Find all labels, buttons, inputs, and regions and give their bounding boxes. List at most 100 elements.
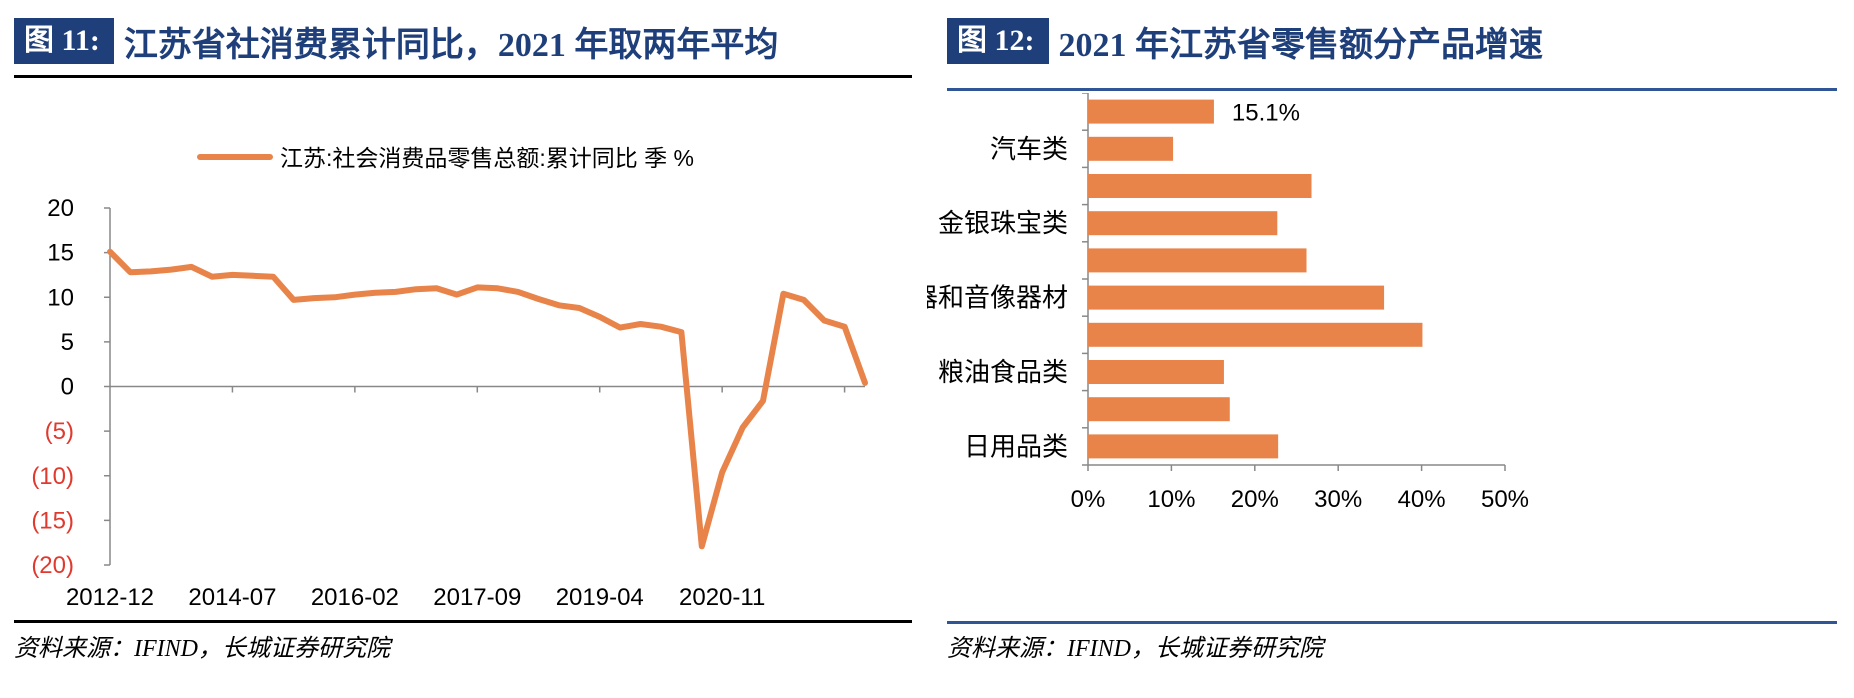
bar [1088, 99, 1214, 124]
bar [1088, 174, 1312, 198]
line-axes [109, 208, 865, 565]
left-top-rule [14, 75, 912, 78]
line-chart: 江苏:社会消费品零售总额:累计同比 季 % 20 15 10 5 0 (5) (10) (15… [31, 145, 868, 611]
bar-data-label: 15.1% [1232, 100, 1300, 127]
x-tick-label: 2016-02 [311, 584, 399, 611]
y-tick-label: 10 [47, 284, 74, 311]
data-point [742, 427, 744, 429]
left-bottom-rule [14, 620, 912, 623]
left-figure-title: 江苏省社消费累计同比，2021 年取两年平均 [123, 26, 779, 64]
x-tick-label: 2014-07 [188, 584, 276, 611]
right-source-note: 资料来源：IFIND，长城证券研究院 [947, 636, 1323, 662]
y-tick-label: 15 [47, 240, 74, 267]
x-tick-label: 10% [1147, 486, 1195, 513]
data-point [538, 298, 540, 300]
bar [1088, 248, 1307, 273]
data-point [231, 274, 233, 276]
bar [1088, 434, 1279, 459]
left-figure-badge: 图 11: [14, 18, 114, 64]
left-figure: 图 11: 江苏省社消费累计同比，2021 年取两年平均 江苏:社会消费品零售总… [14, 18, 912, 662]
x-tick-label: 2019-04 [556, 584, 644, 611]
line-x-ticks: 2012-12 2014-07 2016-02 2017-09 2019-04 2020-… [66, 386, 846, 611]
y-tick-label: 0 [61, 374, 74, 401]
data-point [619, 327, 621, 329]
right-top-rule [947, 88, 1837, 91]
y-tick-label: 20 [47, 195, 74, 222]
data-point [476, 286, 478, 288]
data-point [150, 270, 152, 272]
category-label: 金银珠宝类 [938, 208, 1068, 238]
data-point [660, 326, 662, 328]
data-point [109, 251, 111, 253]
y-tick-label: 5 [61, 329, 74, 356]
bar-chart: 0% 10% 20% 30% 40% 50% 汽车类金银珠宝类智能家用电器和音像器材粮油食… [927, 93, 1529, 513]
x-tick-label: 0% [1071, 486, 1106, 513]
category-label: 粮油食品类 [938, 357, 1068, 387]
x-tick-label: 2020-11 [679, 584, 765, 611]
data-point [129, 271, 131, 273]
data-point [435, 287, 437, 289]
data-point [782, 293, 784, 295]
series-line [107, 248, 868, 550]
data-point [170, 269, 172, 271]
data-point [599, 316, 601, 318]
bar [1088, 285, 1385, 310]
data-point [354, 294, 356, 296]
data-point [333, 296, 335, 298]
x-tick-label: 30% [1314, 486, 1362, 513]
data-point [517, 291, 519, 293]
bar [1088, 397, 1230, 422]
data-point [823, 319, 825, 321]
line-y-ticks: 20 15 10 5 0 (5) (10) (15) (20) [31, 195, 110, 579]
bar [1088, 322, 1423, 347]
data-point [701, 545, 703, 547]
left-source-note: 资料来源：IFIND，长城证券研究院 [14, 636, 390, 662]
x-tick-label: 50% [1481, 486, 1529, 513]
category-label: 汽车类 [990, 134, 1068, 164]
x-tick-label: 40% [1398, 486, 1446, 513]
x-tick-label: 2017-09 [433, 584, 521, 611]
data-point [293, 299, 295, 301]
right-bottom-rule [947, 621, 1837, 624]
data-point [497, 287, 499, 289]
right-figure-title: 2021 年江苏省零售额分产品增速 [1058, 26, 1544, 64]
right-figure: 图 12: 2021 年江苏省零售额分产品增速 0% 10% 20% 30% 40% 50… [927, 0, 1854, 698]
bar-series: 15.1% [1088, 99, 1423, 459]
bar [1088, 136, 1174, 161]
y-tick-label: (5) [45, 418, 74, 445]
bar [1088, 360, 1224, 384]
bar-x-ticks: 0% 10% 20% 30% 40% 50% [1071, 465, 1529, 513]
category-label: 智能家用电器和音像器材 [927, 283, 1068, 313]
category-label: 日用品类 [964, 431, 1068, 461]
data-point [313, 297, 315, 299]
data-point [272, 276, 274, 278]
line-series [107, 248, 868, 550]
data-point [844, 326, 846, 328]
data-point [762, 400, 764, 402]
data-point [191, 266, 193, 268]
y-tick-label: (10) [31, 463, 74, 490]
bar-category-labels: 汽车类金银珠宝类智能家用电器和音像器材粮油食品类日用品类 [927, 134, 1068, 462]
data-point [864, 382, 866, 384]
left-figure-header: 图 11: 江苏省社消费累计同比，2021 年取两年平均 [14, 18, 778, 64]
data-point [211, 276, 213, 278]
right-figure-header: 图 12: 2021 年江苏省零售额分产品增速 [947, 18, 1543, 64]
y-tick-label: (20) [31, 552, 74, 579]
data-point [640, 323, 642, 325]
data-point [456, 294, 458, 296]
data-point [415, 288, 417, 290]
bar [1088, 211, 1278, 236]
data-point [680, 331, 682, 333]
line-legend: 江苏:社会消费品零售总额:累计同比 季 % [197, 145, 694, 171]
data-point [578, 307, 580, 309]
data-point [803, 299, 805, 301]
right-figure-badge: 图 12: [947, 18, 1049, 64]
y-tick-label: (15) [31, 507, 74, 534]
data-point [252, 275, 254, 277]
legend-label: 江苏:社会消费品零售总额:累计同比 季 % [280, 145, 694, 171]
data-point [395, 291, 397, 293]
data-point [374, 292, 376, 294]
data-point [721, 471, 723, 473]
x-tick-label: 20% [1231, 486, 1279, 513]
x-tick-label: 2012-12 [66, 584, 154, 611]
